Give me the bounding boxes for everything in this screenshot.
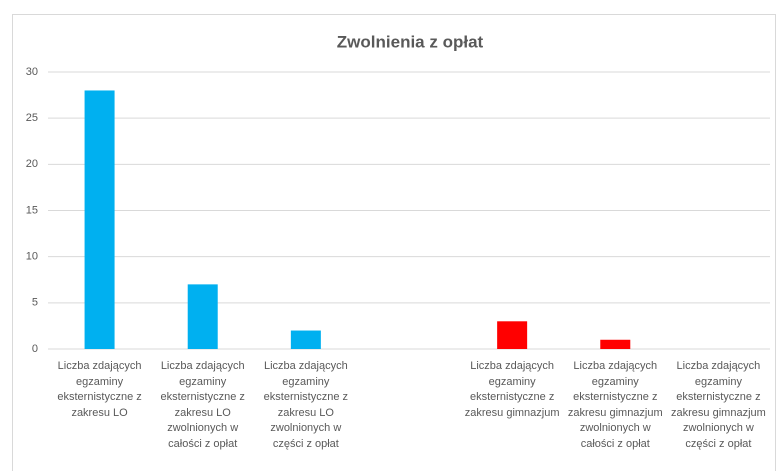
- x-tick-label: Liczba zdających egzaminy eksternistyczn…: [160, 360, 245, 450]
- y-tick-label: 30: [26, 66, 38, 78]
- bar: [600, 339, 631, 349]
- bar: [497, 321, 528, 349]
- bar: [84, 90, 115, 349]
- y-tick-label: 0: [32, 343, 38, 355]
- bar: [187, 284, 218, 349]
- x-tick-label: Liczba zdających egzaminy eksternistyczn…: [263, 360, 349, 450]
- chart-title: Zwolnienia z opłat: [337, 32, 484, 51]
- y-tick-label: 10: [26, 251, 38, 263]
- y-tick-label: 20: [26, 158, 38, 170]
- y-tick-label: 15: [26, 204, 38, 216]
- bar: [290, 330, 321, 349]
- x-tick-label: Liczba zdających egzaminy eksternistyczn…: [464, 360, 560, 419]
- chart-border: [12, 14, 776, 471]
- x-tick-label: Liczba zdających egzaminy eksternistyczn…: [671, 360, 766, 450]
- x-tick-label: Liczba zdających egzaminy eksternistyczn…: [57, 360, 142, 419]
- y-tick-label: 25: [26, 112, 38, 124]
- x-tick-label: Liczba zdających egzaminy eksternistyczn…: [567, 360, 663, 450]
- y-tick-label: 5: [32, 297, 38, 309]
